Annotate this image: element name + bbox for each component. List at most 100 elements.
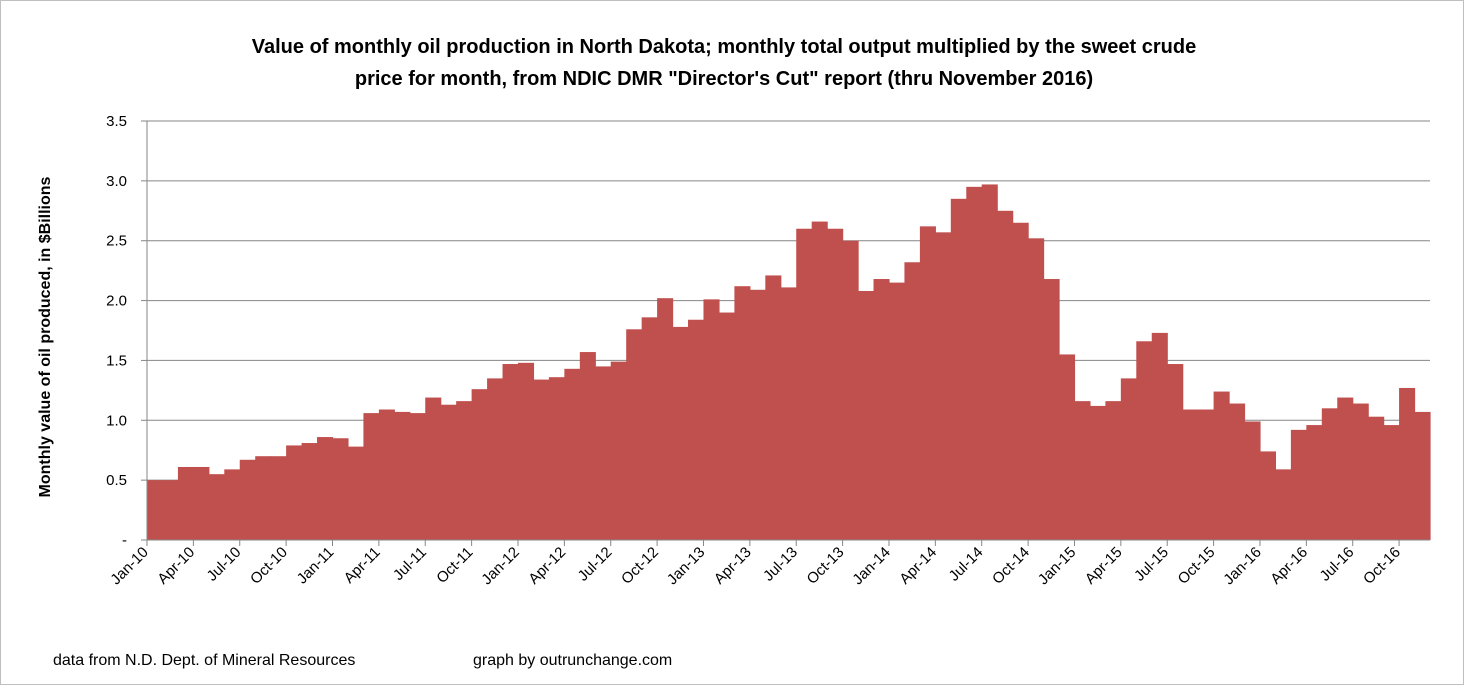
value-bar: [487, 378, 504, 540]
value-bar: [749, 289, 766, 540]
value-bar: [1368, 416, 1385, 540]
value-bar: [796, 228, 813, 541]
x-tick-label: Jul-13: [760, 544, 801, 585]
value-bar: [255, 456, 272, 540]
y-tick-label: 1.5: [106, 352, 127, 369]
value-bar: [1229, 403, 1246, 540]
value-bar: [193, 466, 210, 540]
value-bar: [780, 287, 797, 540]
value-bar: [1321, 408, 1338, 540]
value-bar: [1198, 409, 1215, 540]
value-bar: [147, 480, 164, 540]
value-bar: [579, 352, 596, 540]
value-bar: [177, 466, 194, 540]
x-tick-label: Jan-13: [664, 544, 708, 588]
value-bar: [533, 379, 550, 540]
value-bar: [394, 411, 411, 540]
x-tick-label: Jul-14: [946, 544, 987, 585]
value-bar: [378, 409, 395, 540]
x-tick-label: Jan-10: [107, 544, 151, 588]
x-tick-label: Oct-15: [1175, 544, 1219, 588]
x-tick-label: Oct-13: [804, 544, 848, 588]
value-bar: [672, 326, 689, 540]
chart-title-line1: Value of monthly oil production in North…: [252, 36, 1196, 58]
value-bar: [641, 317, 658, 540]
value-bar: [1059, 354, 1076, 540]
x-tick-label: Jan-16: [1220, 544, 1264, 588]
value-bar: [1213, 391, 1230, 540]
x-tick-label: Jan-14: [849, 544, 893, 588]
chart-title-line2: price for month, from NDIC DMR "Director…: [355, 68, 1093, 90]
value-bar: [811, 221, 828, 540]
x-tick-labels: Jan-10 Apr-10 Jul-10 Oct-10 Jan-11 Apr-11 Jul-…: [107, 544, 1404, 588]
value-bar: [904, 262, 921, 540]
value-bar: [966, 186, 983, 540]
y-tick-label: 3.0: [106, 173, 127, 190]
value-bar: [425, 397, 442, 540]
y-axis-title: Monthly value of oil produced, in $Billi…: [37, 176, 54, 497]
x-tick-label: Jul-11: [390, 544, 430, 584]
value-bar: [1259, 451, 1277, 540]
value-bar: [162, 480, 179, 540]
value-bar: [1028, 238, 1045, 540]
value-bar: [1074, 401, 1091, 540]
x-tick-label: Oct-16: [1360, 544, 1404, 588]
value-bar: [626, 329, 643, 540]
value-bar: [827, 228, 844, 541]
value-bar: [286, 445, 303, 540]
value-bar: [1105, 401, 1122, 540]
value-bar: [1337, 397, 1354, 540]
x-tick-label: Apr-16: [1267, 544, 1311, 588]
value-bar: [688, 319, 705, 540]
x-tick-label: Jan-12: [478, 544, 522, 588]
value-bar: [224, 469, 241, 540]
y-tick-label: 2.5: [106, 233, 127, 250]
x-tick-label: Apr-14: [896, 544, 940, 588]
value-bar: [317, 437, 334, 540]
series-area: [147, 184, 1431, 541]
value-bar: [1290, 429, 1307, 540]
y-tick-label: 2.0: [106, 293, 127, 310]
value-bar: [1136, 341, 1153, 540]
value-bar: [1275, 469, 1292, 540]
value-bar: [1167, 364, 1184, 540]
axes: [141, 120, 1430, 546]
x-tick-label: Jul-15: [1131, 544, 1172, 585]
x-tick-label: Oct-11: [433, 544, 476, 587]
value-bar: [1120, 378, 1137, 540]
value-bar: [1383, 425, 1400, 540]
value-bar: [718, 312, 735, 540]
value-bar: [703, 299, 720, 540]
value-bar: [1089, 405, 1106, 540]
value-bar: [347, 446, 365, 540]
value-bar: [471, 389, 488, 540]
x-tick-label: Oct-14: [989, 544, 1033, 588]
value-bar: [935, 232, 952, 540]
x-tick-label: Apr-10: [154, 544, 198, 588]
x-tick-label: Jul-12: [575, 544, 616, 585]
value-bar: [765, 275, 782, 540]
value-bar: [981, 184, 998, 540]
x-tick-label: Jan-15: [1035, 544, 1079, 588]
value-bar: [564, 368, 581, 540]
value-bar: [1043, 279, 1060, 540]
value-bar: [363, 413, 380, 540]
x-tick-label: Jul-10: [204, 544, 245, 585]
value-bar: [548, 377, 565, 540]
value-bar: [332, 438, 349, 540]
y-tick-label: 3.5: [106, 113, 127, 130]
value-bar: [888, 282, 906, 540]
value-bar: [873, 279, 890, 540]
x-tick-label: Jan-11: [294, 544, 338, 588]
value-bar: [610, 361, 627, 540]
y-tick-label: 0.5: [106, 472, 127, 489]
x-tick-label: Jul-16: [1317, 544, 1358, 585]
x-tick-label: Oct-12: [618, 544, 662, 588]
value-bar: [502, 364, 519, 540]
x-tick-label: Apr-12: [525, 544, 569, 588]
value-bar: [657, 298, 674, 540]
value-bar: [208, 474, 225, 540]
value-bar: [595, 366, 612, 540]
